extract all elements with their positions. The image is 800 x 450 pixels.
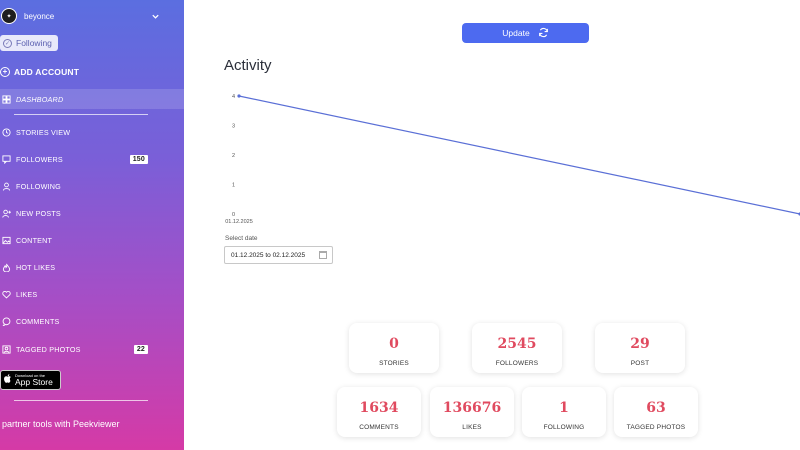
partner-tools-link[interactable]: partner tools with Peekviewer	[2, 419, 120, 429]
sidebar-item-label: FOLLOWERS	[16, 154, 63, 164]
account-switcher[interactable]: ✦ beyonce	[0, 6, 160, 26]
sidebar-item-followers[interactable]: FOLLOWERS 150	[0, 149, 184, 169]
date-range-value: 01.12.2025 to 02.12.2025	[231, 251, 306, 259]
comment-icon	[1, 316, 12, 327]
sidebar-item-likes[interactable]: LIKES	[0, 284, 184, 304]
stat-value: 63	[646, 400, 666, 416]
username: beyonce	[24, 11, 55, 21]
x-tick-label: 01.12.2025	[225, 219, 253, 225]
stat-label: POST	[630, 360, 650, 367]
appstore-big-text: App Store	[15, 376, 53, 387]
data-point[interactable]	[237, 94, 241, 98]
date-range-input[interactable]: 01.12.2025 to 02.12.2025	[224, 246, 333, 264]
stat-label: FOLLOWING	[543, 424, 585, 431]
sidebar-item-label: DASHBOARD	[16, 94, 64, 104]
series-line	[238, 95, 800, 215]
stat-card-following: 1 FOLLOWING	[522, 387, 606, 437]
y-tick-label: 0	[232, 212, 235, 218]
page-title: Activity	[224, 57, 272, 74]
sidebar-item-tagged-photos[interactable]: TAGGED PHOTOS 22	[0, 339, 184, 359]
stat-label: TAGGED PHOTOS	[626, 424, 686, 431]
chevron-down-icon[interactable]	[150, 11, 160, 21]
apple-icon	[4, 374, 12, 386]
user-plus-icon	[1, 208, 12, 219]
avatar: ✦	[1, 8, 17, 24]
tagged-photos-count-badge: 22	[133, 344, 148, 354]
y-tick-label: 4	[232, 94, 235, 100]
stat-value: 2545	[497, 336, 537, 352]
app-store-badge[interactable]: Download on the App Store	[0, 370, 61, 390]
sidebar-item-stories-view[interactable]: STORIES VIEW	[0, 122, 184, 142]
followers-icon	[1, 154, 12, 165]
stat-card-likes: 136676 LIKES	[430, 387, 514, 437]
stat-value: 136676	[442, 400, 502, 416]
sidebar-item-label: HOT LIKES	[16, 262, 56, 272]
update-label: Update	[502, 28, 530, 38]
sidebar-item-content[interactable]: CONTENT	[0, 230, 184, 250]
stat-card-post: 29 POST	[595, 323, 685, 373]
stat-card-comments: 1634 COMMENTS	[337, 387, 421, 437]
dashboard-icon	[1, 94, 12, 105]
sidebar-item-following[interactable]: FOLLOWING	[0, 176, 184, 196]
stat-card-followers: 2545 FOLLOWERS	[472, 323, 562, 373]
user-icon	[1, 181, 12, 192]
stat-card-stories: 0 STORIES	[349, 323, 439, 373]
sidebar-item-label: LIKES	[16, 289, 38, 299]
add-account-label: ADD ACCOUNT	[14, 67, 80, 77]
tag-user-icon	[1, 344, 12, 355]
sidebar-item-hot-likes[interactable]: HOT LIKES	[0, 257, 184, 277]
divider	[14, 114, 148, 115]
sidebar-item-label: COMMENTS	[16, 316, 60, 326]
y-tick-label: 2	[232, 153, 235, 159]
followers-count-badge: 150	[129, 154, 148, 164]
divider	[14, 400, 148, 401]
heart-icon	[1, 289, 12, 300]
sidebar-item-label: STORIES VIEW	[16, 127, 71, 137]
sidebar: ✦ beyonce ✓ Following + ADD ACCOUNT DASH…	[0, 0, 184, 450]
sidebar-item-label: FOLLOWING	[16, 181, 61, 191]
calendar-icon[interactable]	[319, 251, 327, 259]
clock-icon	[1, 127, 12, 138]
sidebar-item-label: TAGGED PHOTOS	[16, 344, 81, 354]
stat-label: STORIES	[379, 360, 409, 367]
select-date-label: Select date	[225, 235, 258, 242]
image-icon	[1, 235, 12, 246]
sidebar-item-label: CONTENT	[16, 235, 53, 245]
stat-value: 0	[389, 336, 399, 352]
plus-circle-icon: +	[0, 67, 10, 77]
stat-value: 1	[559, 400, 569, 416]
sidebar-item-new-posts[interactable]: NEW POSTS	[0, 203, 184, 223]
appstore-small-text: Download on the	[15, 372, 46, 378]
following-label: Following	[16, 38, 52, 48]
y-tick-label: 3	[232, 124, 235, 130]
following-button[interactable]: ✓ Following	[0, 35, 58, 51]
stat-label: COMMENTS	[359, 424, 399, 431]
stat-label: LIKES	[462, 424, 482, 431]
y-tick-label: 1	[232, 183, 235, 189]
add-account-button[interactable]: + ADD ACCOUNT	[0, 67, 79, 77]
stat-card-tagged-photos: 63 TAGGED PHOTOS	[614, 387, 698, 437]
check-circle-icon: ✓	[3, 38, 12, 48]
stat-value: 1634	[359, 400, 399, 416]
sidebar-item-comments[interactable]: COMMENTS	[0, 311, 184, 331]
stat-value: 29	[630, 336, 650, 352]
update-button[interactable]: Update	[462, 23, 589, 43]
fire-icon	[1, 262, 12, 273]
sidebar-item-label: NEW POSTS	[16, 208, 61, 218]
refresh-icon	[538, 27, 549, 40]
sidebar-item-dashboard[interactable]: DASHBOARD	[0, 89, 184, 109]
stat-label: FOLLOWERS	[495, 360, 539, 367]
